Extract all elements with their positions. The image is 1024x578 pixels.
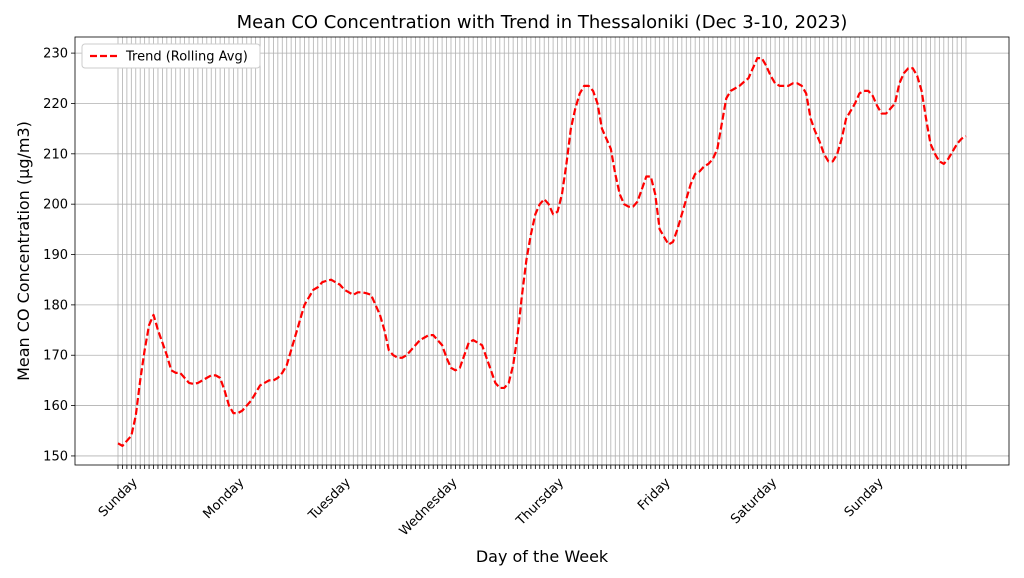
y-tick-label: 200 [43,198,68,213]
y-tick-label: 180 [43,298,68,313]
y-axis-label: Mean CO Concentration (µg/m3) [14,121,33,381]
y-tick-label: 170 [43,349,68,364]
legend: Trend (Rolling Avg) [81,43,261,69]
plot-frame [74,36,1010,466]
y-tick-label: 150 [43,449,68,464]
y-tick-label: 210 [43,147,68,162]
y-tick-label: 160 [43,399,68,414]
legend-box [81,43,261,69]
legend-label: Trend (Rolling Avg) [125,50,248,65]
x-axis-label: Day of the Week [476,547,609,566]
y-tick-label: 230 [43,47,68,62]
chart-title: Mean CO Concentration with Trend in Thes… [237,12,848,33]
data-line [117,57,967,447]
y-tick-label: 190 [43,248,68,263]
y-tick-label: 220 [43,97,68,112]
